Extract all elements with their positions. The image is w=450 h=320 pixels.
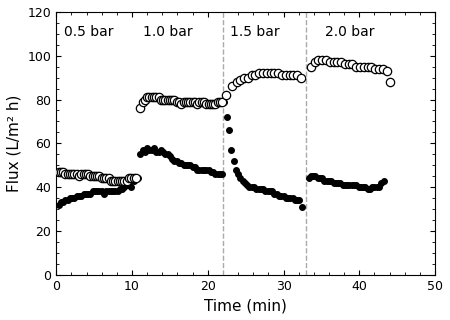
Text: 1.5 bar: 1.5 bar [230,25,280,39]
Text: 0.5 bar: 0.5 bar [64,25,113,39]
Text: 1.0 bar: 1.0 bar [144,25,193,39]
Text: 2.0 bar: 2.0 bar [325,25,375,39]
X-axis label: Time (min): Time (min) [204,298,287,313]
Y-axis label: Flux (L/m² h): Flux (L/m² h) [7,95,22,192]
